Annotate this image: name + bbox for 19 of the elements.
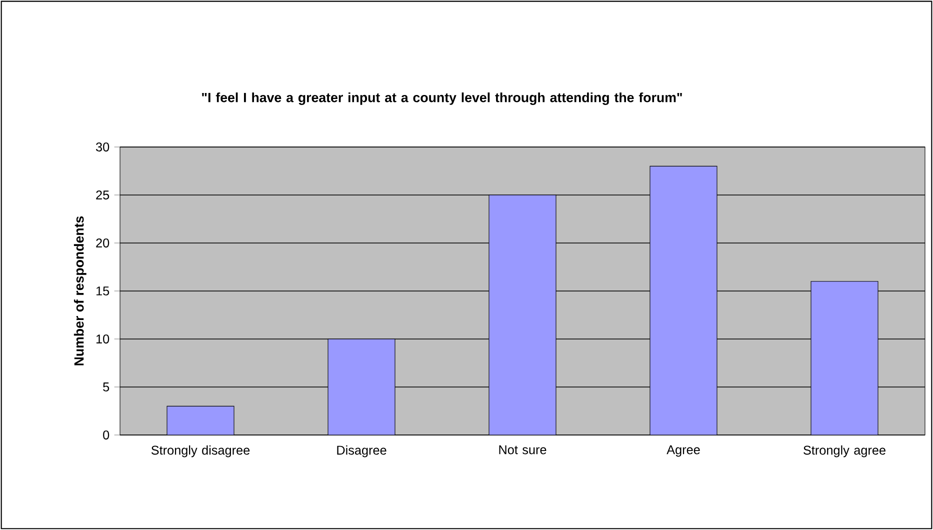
y-tick-label: 0 — [103, 430, 110, 440]
y-tick-label: 15 — [96, 286, 110, 296]
y-axis-title: Number of respondents — [74, 216, 86, 366]
y-tick-label: 25 — [96, 190, 110, 200]
y-tick-label: 20 — [96, 238, 110, 248]
bar — [328, 338, 396, 435]
x-tick-label: Disagree — [337, 445, 386, 458]
y-tick-label: 5 — [103, 382, 110, 392]
y-tick-label: 10 — [96, 334, 110, 344]
chart-title: "I feel I have a greater input at a county level through attending the forum" — [202, 92, 682, 105]
x-tick-label: Strongly agree — [804, 445, 886, 458]
bar — [810, 281, 878, 435]
bar — [488, 194, 556, 435]
x-tick-label: Strongly disagree — [151, 445, 250, 458]
bar — [166, 406, 234, 435]
bar — [650, 166, 718, 435]
y-tick-label: 30 — [96, 142, 110, 152]
x-tick-label: Not sure — [499, 445, 546, 454]
x-tick-label: Agree — [666, 445, 700, 457]
